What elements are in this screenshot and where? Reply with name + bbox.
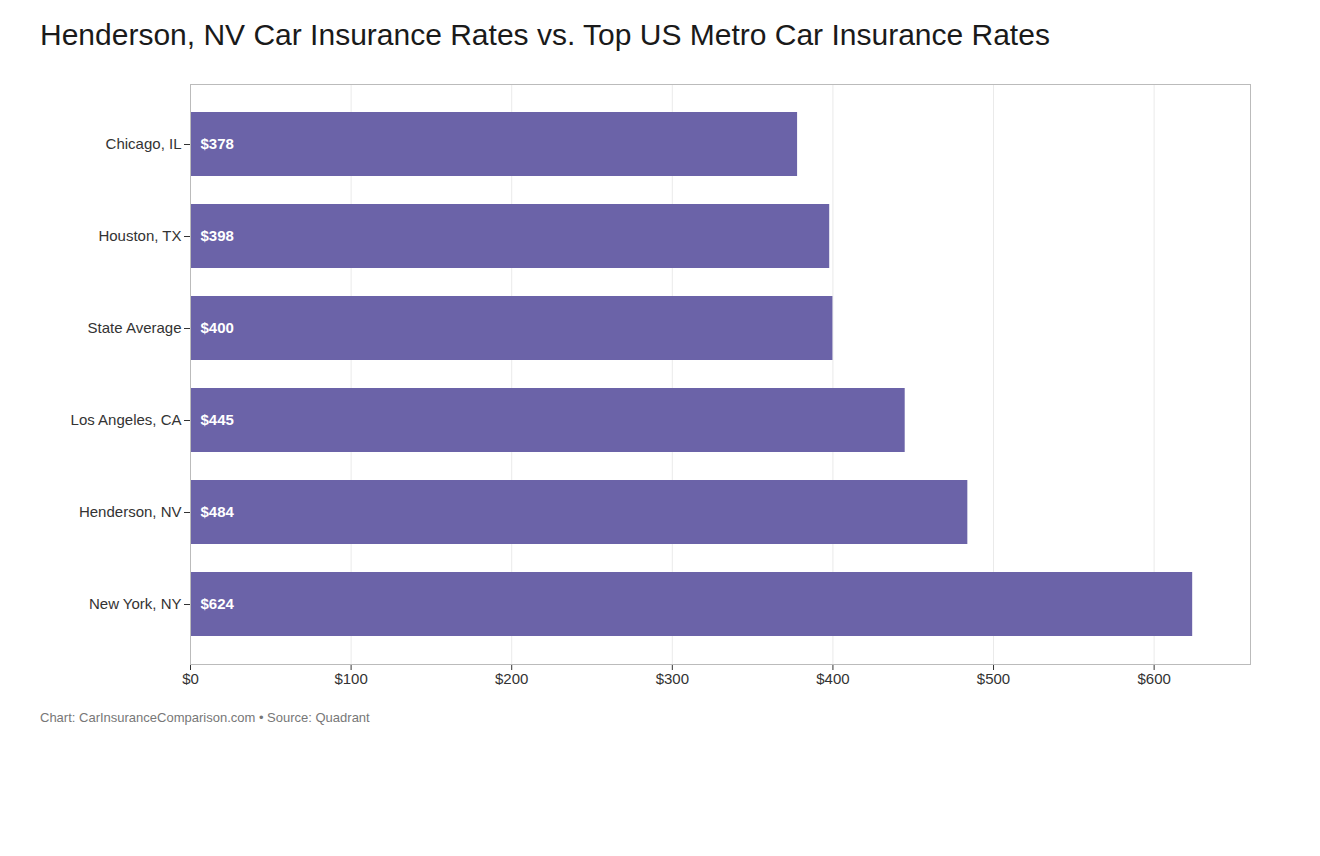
html-text:Chart: CarInsuranceComparison.: Chart: CarInsuranceComparison.com • Sour…	[40, 709, 370, 725]
svg-text:$484: $484	[201, 503, 235, 520]
svg-text:$300: $300	[656, 670, 689, 687]
svg-text:$400: $400	[201, 319, 234, 336]
svg-text:Chicago, IL: Chicago, IL	[106, 135, 182, 152]
svg-text:$624: $624	[201, 595, 235, 612]
html-text:Henderson, NV Car Insurance Ra: Henderson, NV Car Insurance Rates vs. To…	[40, 18, 1050, 51]
svg-text:$600: $600	[1137, 670, 1170, 687]
svg-text:$0: $0	[182, 670, 199, 687]
svg-text:Los Angeles, CA: Los Angeles, CA	[71, 411, 182, 428]
svg-text:$398: $398	[201, 227, 234, 244]
svg-text:Houston, TX: Houston, TX	[98, 227, 181, 244]
svg-text:New York, NY: New York, NY	[89, 595, 182, 612]
svg-text:$500: $500	[977, 670, 1010, 687]
svg-text:State Average: State Average	[88, 319, 182, 336]
svg-text:$100: $100	[334, 670, 367, 687]
svg-text:$378: $378	[201, 135, 234, 152]
svg-text:$400: $400	[816, 670, 849, 687]
svg-text:$445: $445	[201, 411, 234, 428]
svg-text:$200: $200	[495, 670, 528, 687]
svg-text:Henderson, NV: Henderson, NV	[79, 503, 182, 520]
